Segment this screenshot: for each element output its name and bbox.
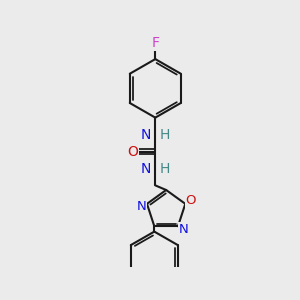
Text: H: H (160, 162, 170, 176)
Text: F: F (151, 36, 159, 50)
Text: O: O (128, 145, 138, 158)
Text: O: O (185, 194, 196, 207)
Text: N: N (137, 200, 146, 213)
Text: N: N (140, 162, 151, 176)
Text: N: N (178, 223, 188, 236)
Text: N: N (140, 128, 151, 142)
Text: H: H (160, 128, 170, 142)
